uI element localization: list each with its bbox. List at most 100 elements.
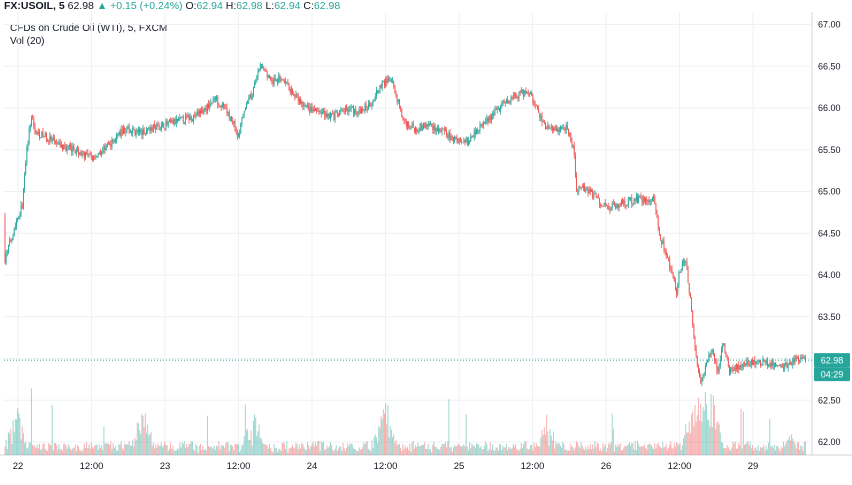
volume-bar xyxy=(410,451,412,455)
volume-bar xyxy=(157,443,159,455)
candle-body xyxy=(309,107,311,113)
volume-bar xyxy=(620,450,622,455)
volume-bar xyxy=(396,444,398,455)
candle-body xyxy=(627,198,629,206)
volume-bar xyxy=(563,443,565,455)
volume-bar xyxy=(203,449,205,455)
volume-bar xyxy=(666,449,668,455)
volume-bar xyxy=(687,432,689,455)
volume-bar xyxy=(175,450,177,455)
candle-body xyxy=(227,111,229,114)
candle-body xyxy=(386,79,388,84)
volume-bar xyxy=(524,441,526,455)
volume-bar xyxy=(786,440,788,455)
candle-body xyxy=(155,126,157,130)
volume-bar xyxy=(439,450,441,455)
volume-bar xyxy=(571,446,573,455)
volume-bar xyxy=(191,441,193,455)
volume-bar xyxy=(235,444,237,455)
volume-bar xyxy=(279,448,281,455)
candle-body xyxy=(537,106,538,109)
candle-body xyxy=(208,103,209,108)
candle-body xyxy=(26,147,28,164)
volume-bar xyxy=(216,445,218,455)
volume-bar xyxy=(754,448,756,455)
candle-body xyxy=(296,94,298,97)
candle-body xyxy=(448,132,450,138)
volume-bar xyxy=(258,424,260,455)
volume-bar xyxy=(750,448,752,455)
volume-bar xyxy=(53,443,55,455)
volume-bar xyxy=(248,439,250,455)
candle-body xyxy=(82,150,84,152)
volume-bar xyxy=(11,443,13,455)
candle-body xyxy=(684,261,686,263)
candle-body xyxy=(277,80,278,83)
candle-body xyxy=(650,200,652,201)
candle-body xyxy=(102,150,104,152)
candle-body xyxy=(574,155,576,176)
volume-bar xyxy=(518,450,520,455)
volume-bar xyxy=(197,452,199,455)
candle-body xyxy=(445,130,446,132)
volume-bar xyxy=(281,442,283,455)
volume-bar xyxy=(647,444,649,455)
volume-bar xyxy=(501,449,503,455)
volume-bar xyxy=(655,448,657,455)
volume-bar xyxy=(306,442,308,455)
volume-bar xyxy=(686,432,688,455)
volume-bar xyxy=(415,445,417,455)
candle-body xyxy=(678,272,680,285)
candle-body xyxy=(532,96,534,103)
volume-bar xyxy=(593,448,595,455)
volume-bar xyxy=(408,450,410,455)
candle-body xyxy=(308,106,310,108)
volume-bar xyxy=(344,450,346,455)
volume-bar xyxy=(144,413,146,455)
volume-bar xyxy=(528,449,530,455)
candle-body xyxy=(105,147,107,150)
volume-bar xyxy=(656,444,658,455)
volume-bar xyxy=(719,432,721,455)
volume-bar xyxy=(129,445,131,455)
volume-bar xyxy=(126,444,128,455)
candle-body xyxy=(201,109,203,114)
volume-bar xyxy=(196,445,198,455)
candle-body xyxy=(380,85,382,88)
candle-body xyxy=(78,149,80,156)
volume-bar xyxy=(743,444,745,455)
candle-body xyxy=(158,124,160,131)
candle-body xyxy=(614,203,615,206)
candle-body xyxy=(407,121,408,127)
volume-bar xyxy=(693,426,695,455)
candle-body xyxy=(689,293,691,298)
volume-bar xyxy=(304,449,306,455)
volume-bar xyxy=(6,449,8,455)
candle-body xyxy=(564,129,566,131)
volume-bar xyxy=(312,441,314,455)
volume-bar xyxy=(41,448,43,455)
candle-body xyxy=(714,353,715,361)
candle-body xyxy=(796,357,798,359)
candle-body xyxy=(735,364,737,369)
volume-bar xyxy=(251,445,253,455)
volume-bar xyxy=(731,447,733,455)
candle-body xyxy=(44,133,46,137)
candle-body xyxy=(114,139,116,142)
y-tick-label: 64.50 xyxy=(818,228,841,238)
candle-body xyxy=(319,111,321,113)
candle-body xyxy=(289,88,291,93)
volume-bar xyxy=(165,444,167,455)
volume-bar xyxy=(195,443,197,455)
candle-body xyxy=(133,128,135,131)
volume-bar xyxy=(201,450,203,455)
volume-bar xyxy=(407,447,408,455)
candle-body xyxy=(172,119,174,125)
candle-body xyxy=(519,91,521,94)
candle-body xyxy=(742,363,744,367)
candle-body xyxy=(381,80,383,88)
volume-bar xyxy=(95,444,97,455)
candle-body xyxy=(597,197,599,199)
candle-body xyxy=(347,108,349,113)
